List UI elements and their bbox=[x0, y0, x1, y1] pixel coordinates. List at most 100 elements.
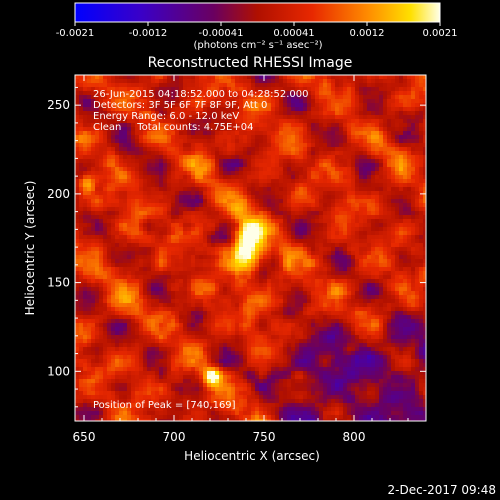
heatmap-cell bbox=[139, 99, 143, 103]
heatmap-cell bbox=[79, 223, 83, 227]
heatmap-cell bbox=[283, 243, 287, 247]
heatmap-cell bbox=[295, 271, 299, 275]
heatmap-cell bbox=[127, 299, 131, 303]
heatmap-cell bbox=[167, 183, 171, 187]
heatmap-cell bbox=[391, 95, 395, 99]
heatmap-cell bbox=[379, 111, 383, 115]
heatmap-cell bbox=[111, 151, 115, 155]
heatmap-cell bbox=[291, 239, 295, 243]
heatmap-cell bbox=[155, 151, 159, 155]
heatmap-cell bbox=[139, 163, 143, 167]
heatmap-cell bbox=[235, 143, 239, 147]
heatmap-cell bbox=[279, 87, 283, 91]
heatmap-cell bbox=[275, 251, 279, 255]
heatmap-cell bbox=[111, 227, 115, 231]
heatmap-cell bbox=[315, 111, 319, 115]
heatmap-cell bbox=[251, 179, 255, 183]
heatmap-cell bbox=[163, 199, 167, 203]
heatmap-cell bbox=[347, 263, 351, 267]
heatmap-cell bbox=[151, 155, 155, 159]
heatmap-cell bbox=[319, 155, 323, 159]
heatmap-cell bbox=[371, 175, 375, 179]
heatmap-cell bbox=[347, 95, 351, 99]
heatmap-cell bbox=[291, 91, 295, 95]
heatmap-cell bbox=[107, 287, 111, 291]
heatmap-cell bbox=[395, 287, 399, 291]
heatmap-cell bbox=[403, 211, 407, 215]
heatmap-cell bbox=[103, 107, 107, 111]
heatmap-cell bbox=[211, 79, 215, 83]
heatmap-cell bbox=[255, 259, 259, 263]
heatmap-cell bbox=[323, 111, 327, 115]
heatmap-cell bbox=[335, 171, 339, 175]
heatmap-cell bbox=[371, 107, 375, 111]
heatmap-cell bbox=[103, 143, 107, 147]
heatmap-cell bbox=[287, 99, 291, 103]
heatmap-cell bbox=[163, 291, 167, 295]
heatmap-cell bbox=[75, 207, 79, 211]
heatmap-cell bbox=[279, 223, 283, 227]
heatmap-cell bbox=[171, 91, 175, 95]
heatmap-cell bbox=[367, 75, 371, 79]
heatmap-cell bbox=[419, 83, 423, 87]
heatmap-cell bbox=[187, 271, 191, 275]
heatmap-cell bbox=[151, 283, 155, 287]
heatmap-cell bbox=[231, 227, 235, 231]
heatmap-cell bbox=[171, 143, 175, 147]
heatmap-cell bbox=[331, 111, 335, 115]
heatmap-cell bbox=[223, 271, 227, 275]
heatmap-cell bbox=[423, 75, 426, 79]
heatmap-cell bbox=[151, 199, 155, 203]
heatmap-cell bbox=[179, 259, 183, 263]
heatmap-cell bbox=[195, 295, 199, 299]
heatmap-cell bbox=[103, 139, 107, 143]
heatmap-cell bbox=[103, 199, 107, 203]
heatmap-cell bbox=[411, 115, 415, 119]
heatmap-cell bbox=[327, 259, 331, 263]
heatmap-cell bbox=[91, 131, 95, 135]
heatmap-cell bbox=[219, 207, 223, 211]
heatmap-cell bbox=[235, 95, 239, 99]
heatmap-cell bbox=[295, 255, 299, 259]
heatmap-cell bbox=[423, 207, 426, 211]
heatmap-cell bbox=[383, 283, 387, 287]
heatmap-cell bbox=[299, 203, 303, 207]
heatmap-cell bbox=[395, 135, 399, 139]
heatmap-cell bbox=[339, 219, 343, 223]
heatmap-cell bbox=[227, 119, 231, 123]
heatmap-cell bbox=[187, 191, 191, 195]
heatmap-cell bbox=[283, 111, 287, 115]
heatmap-cell bbox=[327, 239, 331, 243]
heatmap-cell bbox=[147, 247, 151, 251]
heatmap-cell bbox=[99, 191, 103, 195]
heatmap-cell bbox=[227, 291, 231, 295]
heatmap-cell bbox=[151, 239, 155, 243]
heatmap-cell bbox=[143, 75, 147, 79]
heatmap-cell bbox=[199, 171, 203, 175]
heatmap-cell bbox=[95, 263, 99, 267]
heatmap-cell bbox=[327, 263, 331, 267]
heatmap-cell bbox=[279, 279, 283, 283]
heatmap-cell bbox=[243, 99, 247, 103]
heatmap-cell bbox=[275, 87, 279, 91]
heatmap-cell bbox=[415, 139, 419, 143]
heatmap-cell bbox=[179, 239, 183, 243]
heatmap-cell bbox=[207, 267, 211, 271]
heatmap-cell bbox=[95, 183, 99, 187]
heatmap-cell bbox=[171, 239, 175, 243]
heatmap-cell bbox=[387, 191, 391, 195]
heatmap-cell bbox=[323, 135, 327, 139]
heatmap-cell bbox=[103, 231, 107, 235]
heatmap-cell bbox=[79, 91, 83, 95]
heatmap-cell bbox=[115, 103, 119, 107]
heatmap-cell bbox=[243, 115, 247, 119]
heatmap-cell bbox=[391, 243, 395, 247]
heatmap-cell bbox=[291, 263, 295, 267]
heatmap-cell bbox=[183, 87, 187, 91]
heatmap-cell bbox=[139, 111, 143, 115]
heatmap-cell bbox=[387, 151, 391, 155]
heatmap-cell bbox=[199, 267, 203, 271]
heatmap-cell bbox=[131, 151, 135, 155]
heatmap-cell bbox=[307, 167, 311, 171]
heatmap-cell bbox=[259, 107, 263, 111]
